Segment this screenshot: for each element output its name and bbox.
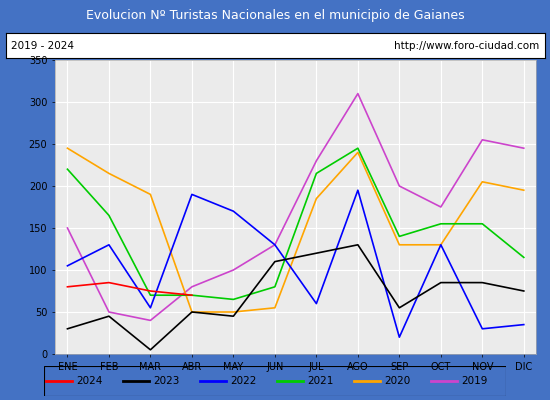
Text: 2021: 2021 [307, 376, 334, 386]
Text: 2022: 2022 [230, 376, 257, 386]
Text: 2019 - 2024: 2019 - 2024 [11, 41, 74, 51]
Text: 2024: 2024 [76, 376, 103, 386]
Text: Evolucion Nº Turistas Nacionales en el municipio de Gaianes: Evolucion Nº Turistas Nacionales en el m… [86, 10, 464, 22]
Text: 2023: 2023 [153, 376, 180, 386]
Text: http://www.foro-ciudad.com: http://www.foro-ciudad.com [394, 41, 539, 51]
Text: 2019: 2019 [461, 376, 488, 386]
Text: 2020: 2020 [384, 376, 411, 386]
